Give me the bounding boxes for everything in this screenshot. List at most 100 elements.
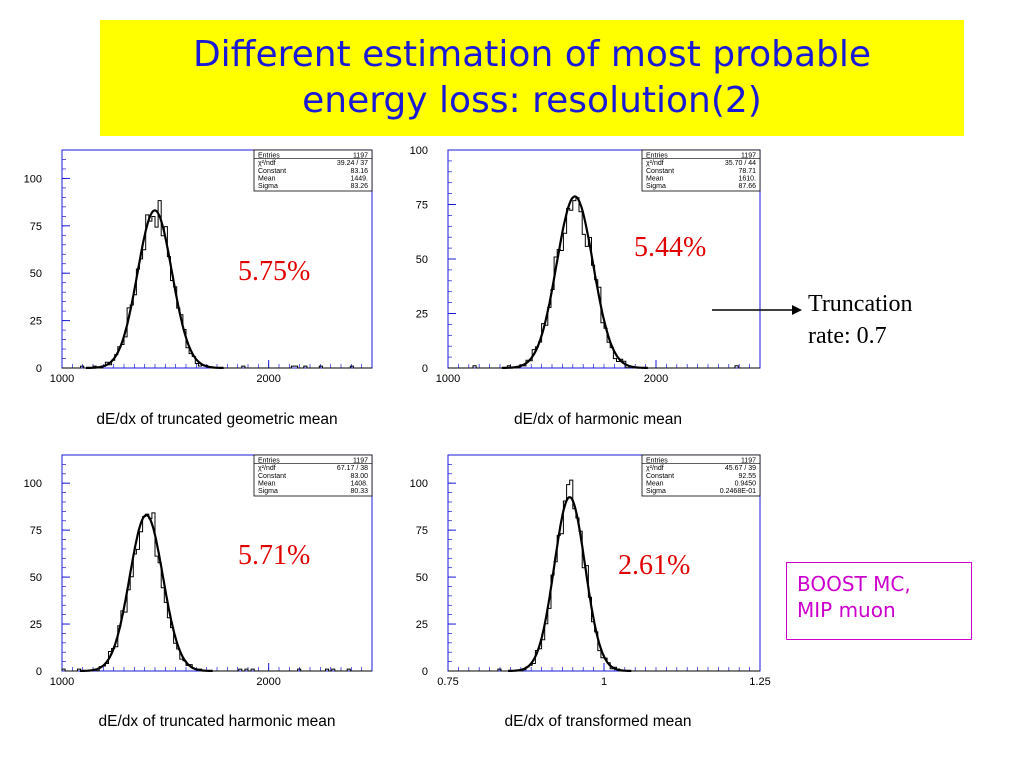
fit-stats-box	[641, 149, 761, 192]
histogram-panel-1: 0 25 50 75 100 1000 2000 Entries 1197 χ²/ndf 39.24…	[24, 149, 373, 428]
fit-stat-value: 1197	[353, 153, 368, 160]
fit-stat-label: χ²/ndf	[646, 465, 664, 472]
fit-stat-label: χ²/ndf	[258, 160, 276, 167]
x-tick-label: 2000	[644, 373, 668, 385]
y-tick-label: 75	[30, 221, 42, 233]
right-arrow-icon	[712, 305, 802, 315]
y-tick-label: 25	[416, 309, 428, 321]
fit-stat-label: Mean	[258, 175, 276, 182]
fit-stat-value: 80.33	[350, 488, 368, 495]
fit-stat-label: Entries	[258, 153, 280, 160]
fit-stat-value: 1197	[741, 153, 756, 160]
fit-stat-value: 1449.	[350, 175, 368, 182]
y-tick-label: 50	[30, 268, 42, 280]
fit-stat-value: 67.17 / 38	[337, 465, 368, 472]
gaussian-fit-curve	[508, 496, 632, 672]
fit-stat-value: 83.00	[350, 473, 368, 480]
simulation-note-box: BOOST MC, MIP muon	[786, 562, 972, 640]
gaussian-fit-curve	[79, 513, 213, 672]
y-tick-label: 100	[24, 173, 42, 185]
y-tick-label: 75	[30, 525, 42, 537]
fit-stat-label: Constant	[646, 473, 674, 480]
y-tick-label: 25	[30, 619, 42, 631]
y-tick-label: 25	[30, 316, 42, 328]
fit-stats-box	[253, 149, 373, 192]
y-tick-label: 50	[416, 572, 428, 584]
x-tick-label: 0.75	[437, 676, 458, 688]
fit-stat-label: Entries	[258, 458, 280, 465]
x-axis-caption: dE/dx of harmonic mean	[514, 411, 682, 428]
fit-stat-value: 83.26	[350, 183, 368, 190]
fit-stat-label: χ²/ndf	[646, 160, 664, 167]
histogram-panel-4: 0 25 50 75 100 0.75 1 1.25 Entries 1197 χ²/ndf 45.6…	[410, 454, 771, 730]
truncation-note: Truncation rate: 0.7	[808, 288, 978, 352]
fit-stat-value: 45.67 / 39	[725, 465, 756, 472]
gaussian-fit-curve	[86, 209, 224, 369]
histogram-panel-2: 0 25 50 75 100 1000 2000 Entries 1197 χ²/ndf 35.70…	[410, 145, 761, 428]
fit-stat-label: Entries	[646, 458, 668, 465]
y-tick-label: 0	[422, 666, 428, 678]
fit-stat-label: χ²/ndf	[258, 465, 276, 472]
resolution-label-4: 2.61%	[618, 550, 691, 581]
resolution-label-1: 5.75%	[238, 256, 311, 287]
truncation-note-line-1: Truncation	[808, 291, 913, 317]
fit-stat-label: Entries	[646, 153, 668, 160]
fit-stats-box	[641, 454, 761, 497]
fit-stat-label: Constant	[258, 168, 286, 175]
slide-title: Different estimation of most probable en…	[100, 20, 964, 136]
fit-stat-value: 0.2468E-01	[720, 488, 756, 495]
y-tick-label: 25	[416, 619, 428, 631]
y-tick-label: 0	[36, 363, 42, 375]
simulation-note-line-1: BOOST MC,	[797, 572, 911, 596]
x-axis-caption: dE/dx of transformed mean	[505, 713, 692, 730]
x-tick-label: 2000	[256, 373, 280, 385]
histogram-bars	[448, 479, 760, 672]
fit-stat-value: 1197	[741, 458, 756, 465]
y-tick-label: 0	[422, 363, 428, 375]
histogram-bars	[62, 200, 372, 369]
fit-stat-value: 83.16	[350, 168, 368, 175]
fit-stat-label: Sigma	[646, 488, 666, 495]
fit-stat-label: Sigma	[258, 488, 278, 495]
fit-stat-value: 1610.	[738, 175, 756, 182]
fit-stat-label: Sigma	[258, 183, 278, 190]
x-tick-label: 1000	[50, 373, 74, 385]
histogram-panel-3: 0 25 50 75 100 1000 2000 Entries 1197 χ²/ndf 67.17…	[24, 454, 373, 730]
y-tick-label: 100	[24, 478, 42, 490]
y-tick-label: 75	[416, 525, 428, 537]
truncation-note-line-2: rate: 0.7	[808, 323, 887, 349]
gaussian-fit-curve	[501, 195, 648, 369]
fit-stat-value: 1197	[353, 458, 368, 465]
x-tick-label: 2000	[256, 676, 280, 688]
x-tick-label: 1	[601, 676, 607, 688]
resolution-label-3: 5.71%	[238, 540, 311, 571]
fit-stat-label: Mean	[258, 480, 276, 487]
fit-stat-value: 1408.	[350, 480, 368, 487]
fit-stat-value: 78.71	[738, 168, 756, 175]
y-tick-label: 100	[410, 145, 428, 157]
fit-stat-value: 92.55	[738, 473, 756, 480]
fit-stat-value: 0.9450	[735, 480, 757, 487]
fit-stat-label: Constant	[646, 168, 674, 175]
x-tick-label: 1000	[50, 676, 74, 688]
y-tick-label: 50	[30, 572, 42, 584]
x-axis-caption: dE/dx of truncated harmonic mean	[99, 713, 336, 730]
x-tick-label: 1000	[436, 373, 460, 385]
x-tick-label: 1.25	[749, 676, 770, 688]
histogram-bars	[448, 197, 760, 369]
y-tick-label: 100	[410, 478, 428, 490]
fit-stat-value: 39.24 / 37	[337, 160, 368, 167]
histogram-bars	[61, 512, 372, 672]
fit-stat-label: Mean	[646, 175, 664, 182]
fit-stat-value: 87.66	[738, 183, 756, 190]
title-line-1: Different estimation of most probable	[192, 34, 872, 75]
fit-stat-label: Constant	[258, 473, 286, 480]
fit-stat-label: Sigma	[646, 183, 666, 190]
fit-stats-box	[253, 454, 373, 497]
title-line-2: energy loss: resolution(2)	[302, 80, 762, 121]
resolution-label-2: 5.44%	[634, 232, 707, 263]
y-tick-label: 0	[36, 666, 42, 678]
x-axis-caption: dE/dx of truncated geometric mean	[96, 411, 337, 428]
y-tick-label: 50	[416, 254, 428, 266]
